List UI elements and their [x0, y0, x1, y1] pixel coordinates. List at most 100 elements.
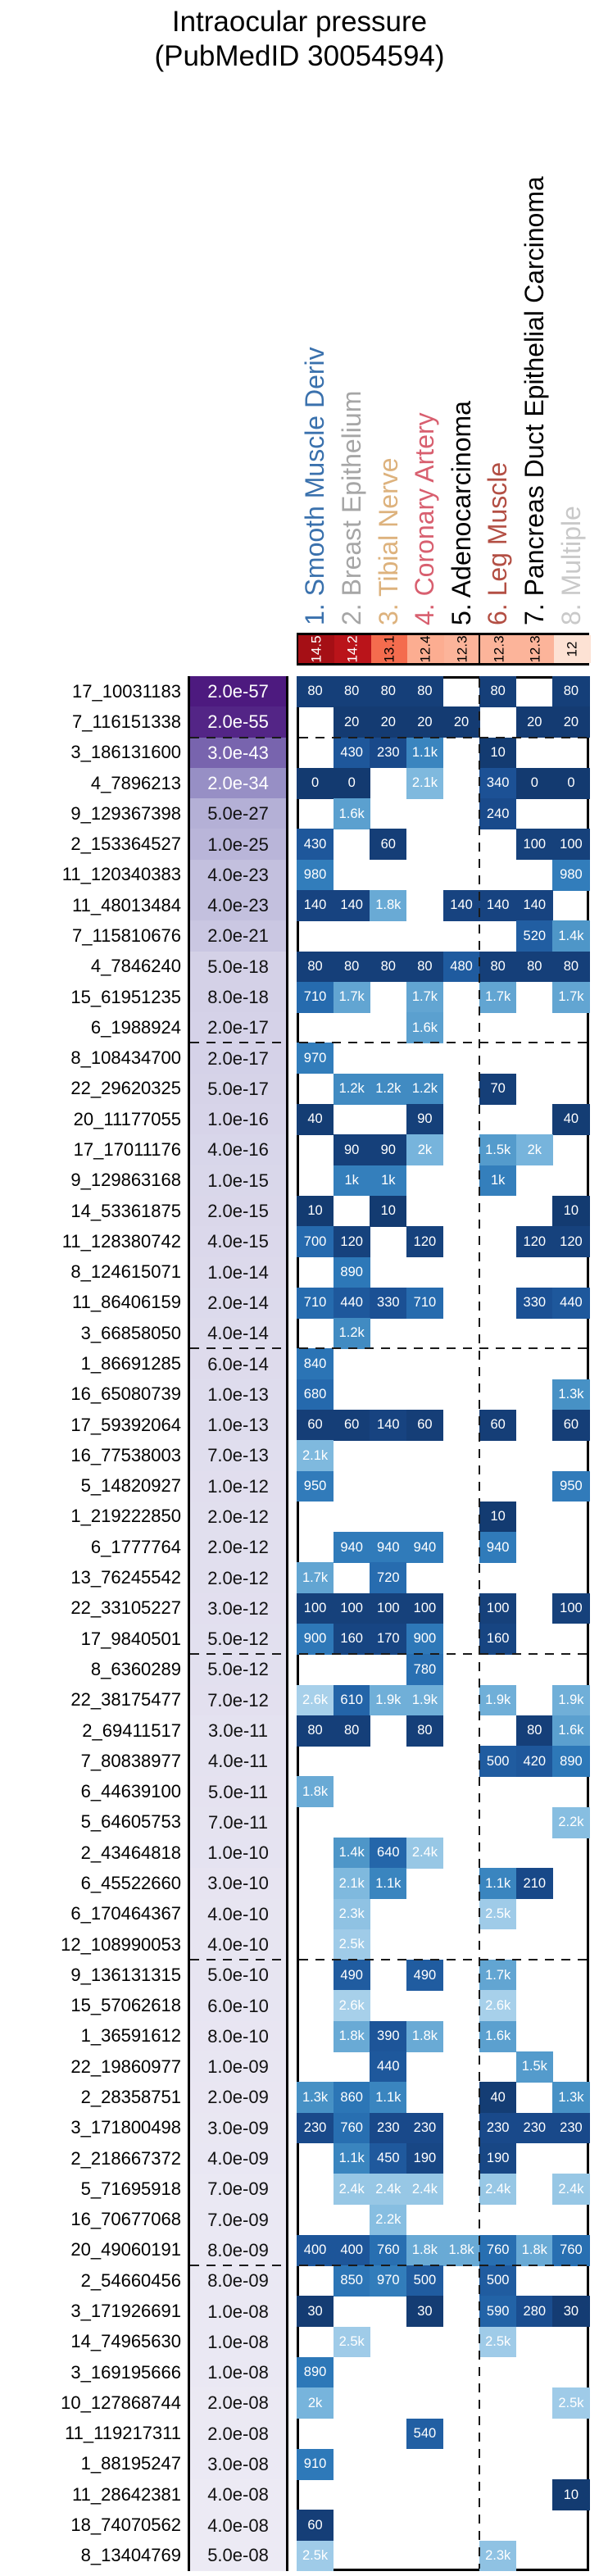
row-label: 18_74070562: [70, 2515, 181, 2536]
row-label: 11_128380742: [61, 1230, 181, 1252]
dashed-row-separator: [190, 1959, 286, 1961]
heatmap-cell: 80: [406, 951, 443, 983]
heatmap-cell: 10: [479, 737, 517, 769]
chart-title-line2: (PubMedID 30054594): [154, 40, 445, 72]
row-label: 17_9840501: [80, 1628, 181, 1649]
heatmap-cell: 440: [333, 1287, 370, 1319]
dashed-row-separator: [299, 1653, 587, 1656]
column-label: 1. Smooth Muscle Deriv: [300, 347, 330, 625]
pvalue-cell: 4.0e-15: [190, 1226, 286, 1258]
heatmap-cell: 20: [370, 706, 407, 738]
heatmap-cell: 520: [515, 920, 553, 952]
heatmap-cell: 1.2k: [406, 1073, 443, 1105]
heatmap-cell: 1.2k: [333, 1318, 370, 1349]
heatmap-cell: 30: [297, 2296, 334, 2328]
heatmap-cell: 60: [370, 829, 407, 861]
heatmap-cell: 2.1k: [297, 1440, 334, 1472]
heatmap-cell: 140: [442, 890, 480, 921]
dashed-row-separator: [299, 1347, 587, 1350]
pvalue-cell: 1.0e-13: [190, 1379, 286, 1411]
heatmap-cell: 80: [552, 951, 590, 983]
pvalue-cell: 1.0e-08: [190, 2326, 286, 2358]
heatmap-cell: 100: [515, 829, 553, 861]
heatmap-cell: 2.5k: [297, 2540, 334, 2572]
heatmap-cell: 1.1k: [370, 2082, 407, 2114]
heatmap-cell: 890: [552, 1746, 590, 1777]
heatmap-cell: 950: [297, 1470, 334, 1502]
row-label: 12_108990053: [61, 1933, 181, 1955]
heatmap-cell: 680: [297, 1379, 334, 1411]
heatmap-cell: 640: [370, 1838, 407, 1869]
heatmap-cell: 1.7k: [406, 981, 443, 1013]
row-label: 2_218667372: [70, 2147, 181, 2169]
pvalue-cell: 5.0e-08: [190, 2540, 286, 2571]
heatmap-cell: 140: [333, 890, 370, 921]
heatmap-cell: 400: [333, 2234, 370, 2266]
heatmap-cell: 60: [552, 1409, 590, 1441]
pvalue-cell: 4.0e-11: [190, 1746, 286, 1778]
row-label: 8_13404769: [80, 2545, 181, 2566]
pvalue-cell: 4.0e-14: [190, 1318, 286, 1350]
row-label: 6_170464367: [70, 1903, 181, 1924]
pvalue-cell: 7.0e-12: [190, 1684, 286, 1716]
score-value: 12.4: [417, 635, 433, 663]
row-label: 6_1988924: [90, 1016, 181, 1038]
row-label: 3_169195666: [70, 2361, 181, 2383]
heatmap-cell: 0: [515, 767, 553, 799]
pvalue-cell: 4.0e-08: [190, 2479, 286, 2511]
heatmap-cell: 2k: [515, 1134, 553, 1166]
row-label: 16_77538003: [70, 1444, 181, 1465]
heatmap-cell: 230: [297, 2112, 334, 2144]
heatmap-cell: 1.9k: [479, 1684, 517, 1716]
heatmap-cell: 90: [370, 1134, 407, 1166]
heatmap-cell: 230: [479, 2112, 517, 2144]
pvalue-cell: 1.0e-09: [190, 2051, 286, 2083]
heatmap-cell: 590: [479, 2296, 517, 2328]
row-label: 4_7846240: [90, 956, 181, 977]
heatmap-cell: 10: [552, 1195, 590, 1227]
heatmap-cell: 430: [297, 829, 334, 861]
heatmap-cell: 2.1k: [406, 767, 443, 799]
score-cell: 13.1: [370, 635, 408, 663]
score-value: 14.5: [308, 635, 324, 663]
pvalue-cell: 8.0e-09: [190, 2265, 286, 2297]
heatmap-cell: 940: [406, 1532, 443, 1563]
row-label: 8_108434700: [70, 1047, 181, 1069]
pvalue-cell: 1.0e-08: [190, 2356, 286, 2389]
row-label: 11_28642381: [72, 2483, 181, 2505]
heatmap-cell: 1k: [333, 1165, 370, 1197]
heatmap-cell: 760: [552, 2234, 590, 2266]
pvalue-cell: 2.0e-55: [190, 706, 286, 738]
pvalue-cell: 2.0e-08: [190, 2387, 286, 2419]
row-label: 20_11177055: [73, 1108, 181, 1129]
row-label: 11_48013484: [72, 894, 181, 915]
row-label: 1_86691285: [80, 1353, 181, 1374]
pvalue-cell: 7.0e-13: [190, 1440, 286, 1472]
heatmap-cell: 210: [515, 1868, 553, 1900]
dashed-row-separator: [299, 1959, 587, 1961]
heatmap-cell: 20: [515, 706, 553, 738]
heatmap-cell: 100: [552, 829, 590, 861]
heatmap-cell: 1.4k: [552, 920, 590, 952]
row-label: 3_171926691: [70, 2301, 181, 2322]
row-label: 17_59392064: [70, 1414, 181, 1435]
row-label: 16_65080739: [70, 1383, 181, 1405]
score-value: 14.2: [344, 635, 361, 663]
heatmap-cell: 10: [552, 2479, 590, 2510]
heatmap-cell: 1.8k: [515, 2234, 553, 2266]
heatmap-cell: 2.5k: [552, 2387, 590, 2419]
heatmap-cell: 90: [333, 1134, 370, 1166]
score-value: 12.3: [454, 635, 470, 663]
heatmap-cell: 60: [406, 1409, 443, 1441]
row-label: 14_74965630: [70, 2331, 181, 2352]
heatmap-cell: 780: [406, 1654, 443, 1686]
heatmap-cell: 230: [552, 2112, 590, 2144]
heatmap-cell: 490: [406, 1960, 443, 1991]
pvalue-cell: 4.0e-23: [190, 890, 286, 922]
heatmap-cell: 1.6k: [406, 1012, 443, 1043]
heatmap-cell: 1.1k: [333, 2142, 370, 2174]
column-label: 2. Breast Epithelium: [336, 390, 366, 625]
dashed-row-separator: [299, 736, 587, 738]
row-label: 2_54660456: [80, 2269, 181, 2291]
row-label: 2_43464818: [80, 1842, 181, 1863]
